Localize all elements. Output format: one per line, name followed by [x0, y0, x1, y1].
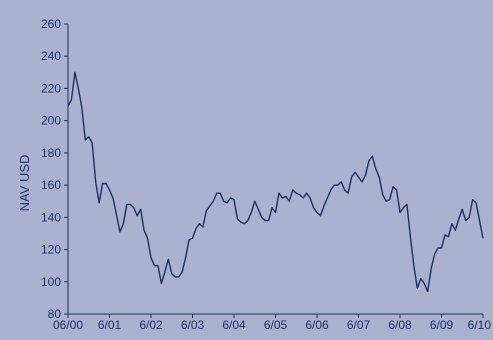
x-axis-ticks: 06/00 6/01 6/02 6/03 6/04 6/05 6/06 6/07 6/08 6/0…	[53, 314, 491, 332]
y-tick-label: 200	[41, 114, 61, 128]
y-tick-label: 180	[41, 146, 61, 160]
y-tick-label: 220	[41, 81, 61, 95]
x-tick-label: 6/05	[264, 318, 288, 332]
x-tick-label: 6/08	[388, 318, 412, 332]
x-tick-label: 6/04	[222, 318, 246, 332]
x-tick-label: 6/09	[430, 318, 454, 332]
x-tick-label: 6/02	[139, 318, 163, 332]
y-tick-label: 240	[41, 49, 61, 63]
y-tick-label: 100	[41, 275, 61, 289]
y-tick-label: 140	[41, 210, 61, 224]
y-tick-label: 120	[41, 243, 61, 257]
y-tick-label: 260	[41, 17, 61, 31]
nav-series-line	[67, 71, 484, 293]
y-axis-ticks: 80 100 120 140 160 180 200 220 240 260	[41, 17, 68, 321]
x-tick-label: 6/07	[347, 318, 371, 332]
x-tick-label: 6/01	[98, 318, 122, 332]
x-tick-label: 6/06	[305, 318, 329, 332]
y-tick-label: 80	[48, 307, 62, 321]
x-tick-label: 6/03	[181, 318, 205, 332]
y-tick-label: 160	[41, 178, 61, 192]
y-axis-title: NAV USD	[17, 155, 32, 212]
x-tick-label: 6/10	[468, 318, 492, 332]
x-tick-label: 06/00	[53, 318, 83, 332]
